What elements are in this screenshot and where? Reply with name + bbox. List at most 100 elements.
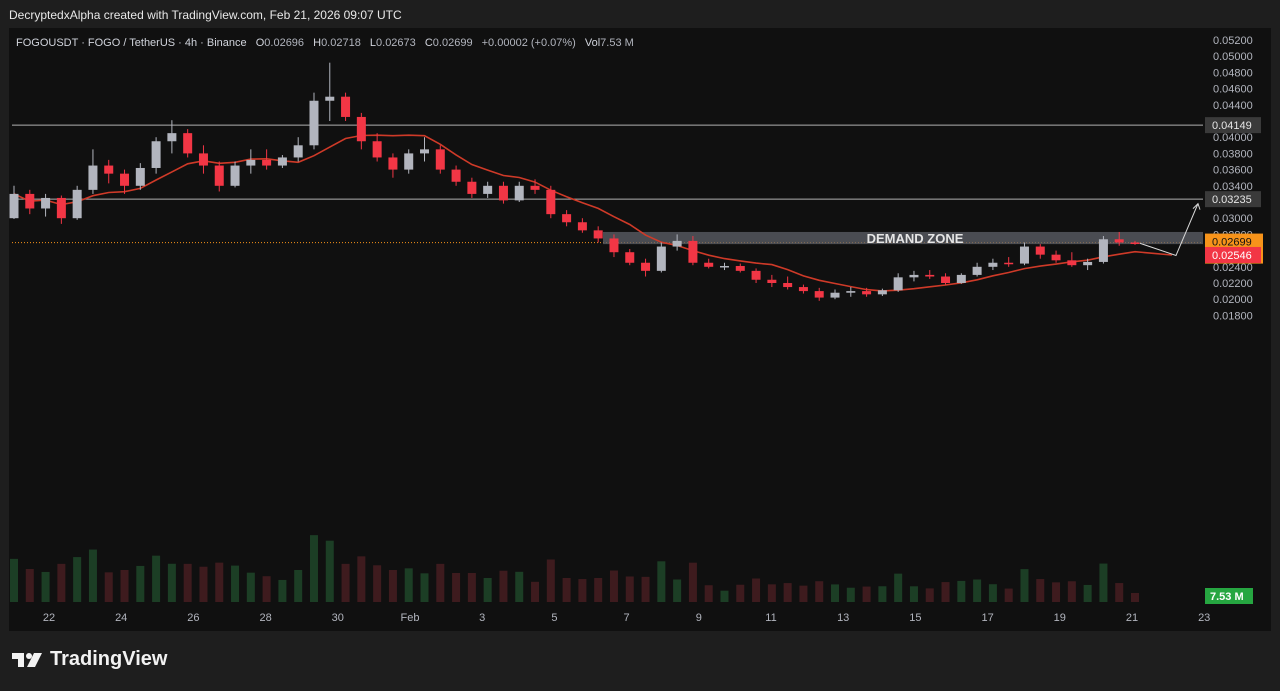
candle-body[interactable] [25,193,35,209]
time-tick-label: 15 [909,612,921,624]
candle-body[interactable] [230,165,240,186]
time-tick-label: 23 [1198,612,1210,624]
resistance-lower-tag-bg [1205,191,1261,208]
candle-body[interactable] [451,169,461,182]
candle-body[interactable] [309,100,319,146]
volume-bar [673,579,682,602]
candle-body[interactable] [1019,246,1029,264]
candle-body[interactable] [404,153,414,170]
candle-body[interactable] [498,185,508,201]
candle-body[interactable] [1083,261,1093,266]
price-tick-label: 0.03800 [1213,148,1253,160]
candle-body[interactable] [483,185,493,194]
candle-body[interactable] [167,133,177,142]
candle-body[interactable] [862,291,872,295]
candle-body[interactable] [467,181,477,194]
candle-body[interactable] [830,292,840,298]
price-tick-label: 0.03600 [1213,165,1253,177]
volume-bar [167,563,176,602]
candle-body[interactable] [1067,260,1077,266]
candle-body[interactable] [688,240,698,263]
candle-body[interactable] [151,141,161,168]
candle-body[interactable] [625,252,635,263]
candle-body[interactable] [751,270,761,280]
volume-bar [578,579,587,602]
candle-body[interactable] [735,265,745,271]
candle-body[interactable] [277,157,287,166]
candle-body[interactable] [956,274,966,283]
ma-value-tag-bg [1205,246,1261,263]
candle-body[interactable] [420,149,430,154]
candle-body[interactable] [641,262,651,271]
candle-body[interactable] [893,277,903,291]
candle-body[interactable] [672,240,682,247]
candle-body[interactable] [514,185,524,201]
candle-body[interactable] [846,291,856,293]
candle-body[interactable] [562,214,572,223]
candle-body[interactable] [1098,239,1108,262]
candle-body[interactable] [609,238,619,253]
candle-body[interactable] [262,159,272,166]
volume-bar [1036,579,1045,602]
candle-body[interactable] [1035,246,1045,255]
time-tick-label: 5 [551,612,557,624]
candle-body[interactable] [814,291,824,298]
last-price-tag: 0.02699 [1212,237,1252,249]
candle-body[interactable] [593,230,603,239]
volume-bar [736,584,745,602]
candle-body[interactable] [972,266,982,275]
candle-body[interactable] [435,149,445,170]
candle-body[interactable] [577,222,587,231]
candle-body[interactable] [356,116,366,142]
candle-body[interactable] [704,262,714,267]
candle-body[interactable] [120,173,130,186]
candle-body[interactable] [293,145,303,158]
candle-body[interactable] [246,159,256,166]
candle-body[interactable] [183,133,193,154]
volume-bar [831,584,840,602]
candle-body[interactable] [88,165,98,190]
candle-body[interactable] [135,167,145,186]
candle-body[interactable] [72,189,82,219]
candle-body[interactable] [783,283,793,288]
candle-body[interactable] [925,274,935,277]
price-axis: 0.052000.050000.048000.046000.044000.042… [1213,35,1253,322]
volume-bar [641,576,650,602]
candle-body[interactable] [214,165,224,186]
candle-body[interactable] [1114,239,1124,243]
volume-bar [515,571,524,602]
candle-body[interactable] [372,141,382,158]
volume-bar [704,585,713,602]
volume-bar [152,555,161,602]
candle-body[interactable] [941,276,951,283]
candle-body[interactable] [325,96,335,101]
tradingview-logo[interactable]: TradingView [12,648,167,671]
candle-body[interactable] [1004,262,1014,265]
candle-body[interactable] [909,274,919,278]
candle-body[interactable] [56,197,66,219]
candle-body[interactable] [656,246,666,271]
candle-body[interactable] [530,185,540,190]
volume-bar [231,565,240,602]
candle-body[interactable] [198,153,208,166]
chart-panel[interactable] [9,28,1271,631]
volume-bar [1067,581,1076,602]
candle-body[interactable] [388,157,398,170]
candle-body[interactable] [9,193,19,219]
candle-body[interactable] [41,197,51,209]
candle-body[interactable] [341,96,351,117]
volume-bar [925,588,934,602]
candle-body[interactable] [719,265,729,268]
candle-body[interactable] [767,279,777,283]
candle-body[interactable] [798,287,808,292]
candle-body[interactable] [104,165,114,174]
candle-body[interactable] [546,189,556,215]
candle-body[interactable] [988,262,998,267]
candle-body[interactable] [877,290,887,295]
volume-bar [909,586,918,602]
time-tick-label: 17 [981,612,993,624]
candle-body[interactable] [1130,242,1140,245]
demand-zone[interactable] [603,231,1203,245]
candle-body[interactable] [1051,254,1061,261]
